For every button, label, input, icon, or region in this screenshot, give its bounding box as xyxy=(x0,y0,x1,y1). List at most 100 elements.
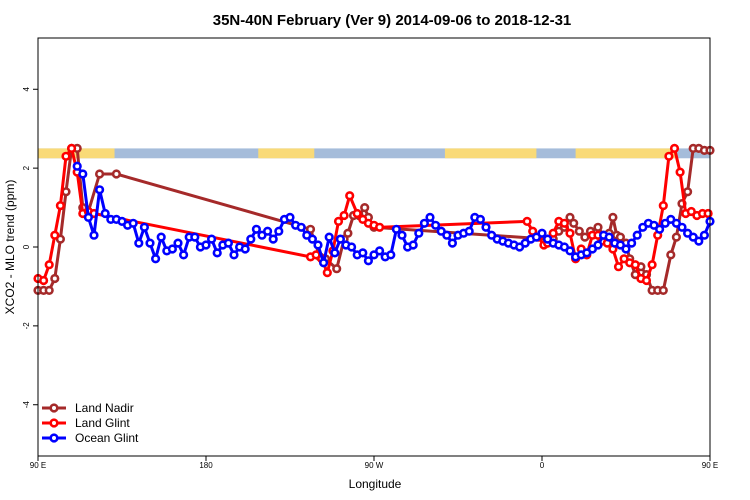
land-nadir-point xyxy=(332,264,342,274)
land-nadir-point xyxy=(608,212,618,222)
land-nadir-point xyxy=(593,222,603,232)
legend-swatch-marker xyxy=(49,403,59,413)
ocean-glint-point xyxy=(100,208,110,219)
land-glint-point xyxy=(613,262,624,272)
ocean-glint-point xyxy=(391,224,402,234)
ocean-glint-point xyxy=(89,230,99,240)
ocean-glint-point xyxy=(447,238,458,248)
land-nadir-point xyxy=(666,250,676,260)
ocean-glint-point xyxy=(229,250,239,260)
ocean-glint-point xyxy=(201,240,211,250)
land-nadir-point xyxy=(615,232,626,242)
land-glint-point xyxy=(664,151,674,161)
ocean-glint-point xyxy=(207,234,217,244)
land-glint-point xyxy=(669,143,680,153)
ocean-glint-point xyxy=(324,232,334,242)
ocean-glint-point xyxy=(335,234,346,244)
ocean-glint-point xyxy=(78,169,88,179)
land-glint-point xyxy=(322,268,332,278)
ocean-glint-point xyxy=(414,228,424,238)
land-glint-point xyxy=(658,201,668,211)
ocean-glint-point xyxy=(654,224,665,234)
ocean-glint-point xyxy=(145,238,155,248)
ocean-glint-point xyxy=(330,248,340,258)
land-ocean-mask xyxy=(38,148,710,159)
ocean-glint-point xyxy=(212,248,222,258)
land-nadir-point xyxy=(360,203,370,213)
series-ocean-glint xyxy=(72,161,715,268)
legend-item-land-nadir: Land Nadir xyxy=(42,401,134,415)
series-land-nadir xyxy=(33,143,715,296)
ocean-glint-point xyxy=(699,230,710,240)
land-nadir-point xyxy=(671,232,682,242)
ocean-glint-point xyxy=(565,246,575,256)
land-nadir-point xyxy=(580,232,590,242)
land-glint-point xyxy=(339,210,349,221)
land-glint-point xyxy=(61,151,71,161)
legend-item-ocean-glint: Ocean Glint xyxy=(42,431,139,445)
ocean-glint-point xyxy=(481,222,491,232)
y-tick-label: 0 xyxy=(22,244,31,249)
ocean-glint-point xyxy=(431,220,441,230)
land-glint-point xyxy=(333,216,344,226)
land-nadir-point xyxy=(94,169,105,179)
legend-label: Land Glint xyxy=(75,416,130,430)
land-nadir-point xyxy=(682,187,693,197)
ocean-glint-point xyxy=(72,161,82,171)
ocean-glint-point xyxy=(626,238,637,248)
ocean-glint-point xyxy=(173,238,183,248)
ocean-glint-point xyxy=(128,218,138,228)
land-glint-point xyxy=(375,222,385,232)
legend-swatch-marker xyxy=(49,418,59,428)
land-glint-point xyxy=(630,260,640,270)
ocean-glint-point xyxy=(537,228,547,238)
legend-swatch-marker xyxy=(49,433,59,443)
ocean-glint-point xyxy=(397,230,407,240)
ocean-glint-point xyxy=(408,240,418,250)
land-mask-segment xyxy=(575,148,677,159)
ocean-glint-point xyxy=(223,238,233,248)
legend-item-land-glint: Land Glint xyxy=(42,416,130,430)
ocean-glint-point xyxy=(464,226,474,236)
land-glint-point xyxy=(38,275,49,286)
ocean-glint-point xyxy=(313,240,323,250)
land-glint-point xyxy=(522,216,532,226)
ocean-glint-point xyxy=(307,234,318,244)
ocean-glint-point xyxy=(246,234,256,244)
ocean-glint-point xyxy=(296,222,306,232)
ocean-glint-point xyxy=(319,258,329,268)
ocean-glint-point xyxy=(632,230,642,240)
land-glint-point xyxy=(641,275,652,286)
ocean-glint-point xyxy=(134,238,144,248)
ocean-glint-point xyxy=(268,234,278,244)
land-mask-segment xyxy=(258,148,315,159)
land-glint-point xyxy=(565,228,575,238)
land-nadir-point xyxy=(50,273,60,284)
ocean-glint-point xyxy=(363,256,374,266)
chart-title: 35N-40N February (Ver 9) 2014-09-06 to 2… xyxy=(213,12,572,29)
ocean-glint-point xyxy=(274,226,284,236)
ocean-glint-point xyxy=(151,254,161,264)
x-tick-label: 90 E xyxy=(702,461,718,470)
land-glint-point xyxy=(66,143,77,153)
ocean-glint-point xyxy=(375,246,385,256)
land-glint-point xyxy=(647,260,657,270)
legend-label: Ocean Glint xyxy=(75,431,139,445)
series-group xyxy=(33,143,715,296)
legend-label: Land Nadir xyxy=(75,401,134,415)
land-glint-line xyxy=(37,146,709,282)
land-glint-point xyxy=(345,191,355,201)
ocean-glint-point xyxy=(156,232,166,242)
ocean-glint-point xyxy=(251,224,261,234)
ocean-glint-point xyxy=(593,240,603,250)
ocean-mask-band xyxy=(38,148,710,159)
ocean-glint-point xyxy=(240,244,250,254)
land-glint-point xyxy=(352,208,362,219)
x-tick-label: 90 E xyxy=(30,461,46,470)
land-mask-segment xyxy=(444,148,537,159)
ocean-glint-point xyxy=(83,212,93,222)
x-tick-label: 90 W xyxy=(365,461,384,470)
ocean-glint-point xyxy=(475,214,486,224)
